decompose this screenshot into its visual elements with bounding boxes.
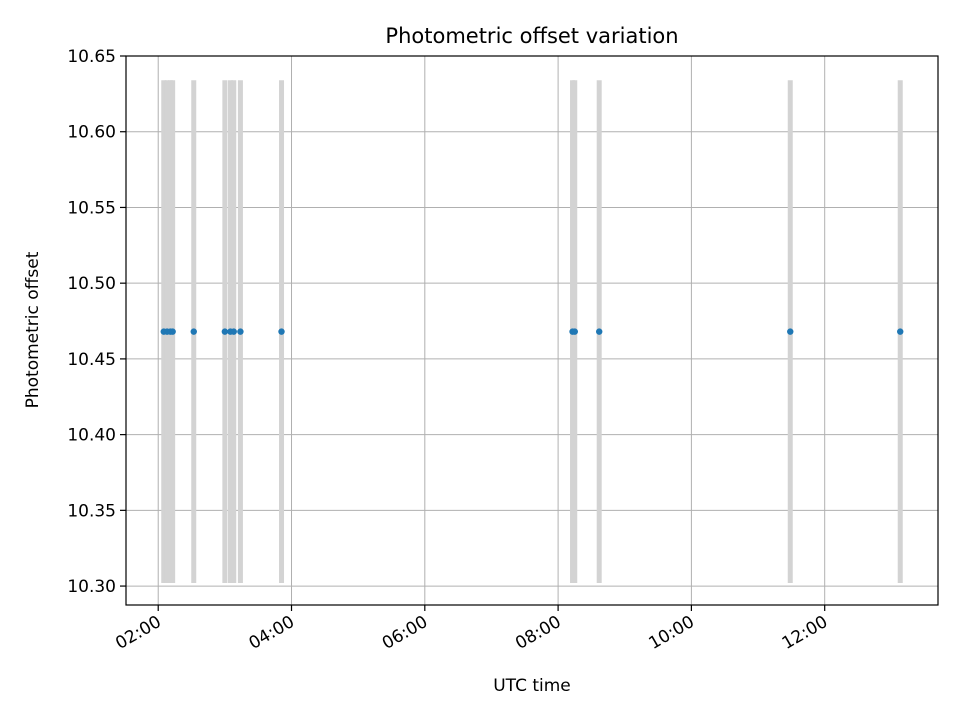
y-axis: 10.30 10.35 10.40 10.45 10.50 10.55 10.60 10.65 <box>67 47 126 597</box>
data-point <box>897 328 904 335</box>
y-tick-label: 10.45 <box>67 350 116 370</box>
grid <box>126 55 938 605</box>
y-axis-label: Photometric offset <box>23 251 43 408</box>
data-point <box>237 328 244 335</box>
x-axis: 02:00 04:00 06:00 08:00 10:00 12:00 <box>112 605 831 654</box>
data-points <box>160 328 904 335</box>
x-tick-label: 02:00 <box>112 612 164 654</box>
y-tick-label: 10.30 <box>67 577 116 597</box>
x-tick-label: 04:00 <box>246 612 298 654</box>
data-point <box>571 328 578 335</box>
x-axis-label: UTC time <box>493 676 571 696</box>
y-tick-label: 10.35 <box>67 501 116 521</box>
data-point <box>190 328 197 335</box>
data-point <box>221 328 229 335</box>
y-tick-label: 10.40 <box>67 426 116 446</box>
data-point <box>169 328 176 335</box>
x-tick-label: 08:00 <box>512 612 564 654</box>
x-tick-label: 06:00 <box>379 612 431 654</box>
data-point <box>230 328 237 335</box>
data-point <box>278 328 285 335</box>
y-tick-label: 10.60 <box>67 123 116 143</box>
data-point <box>596 328 603 335</box>
plot-frame <box>125 55 939 606</box>
data-point <box>787 328 794 335</box>
plot-background <box>126 56 938 605</box>
x-tick-label: 12:00 <box>779 612 831 654</box>
y-tick-label: 10.65 <box>67 47 116 67</box>
y-tick-label: 10.55 <box>67 198 116 218</box>
y-tick-label: 10.50 <box>67 274 116 294</box>
chart-title: Photometric offset variation <box>385 24 678 48</box>
x-tick-label: 10:00 <box>645 612 697 654</box>
